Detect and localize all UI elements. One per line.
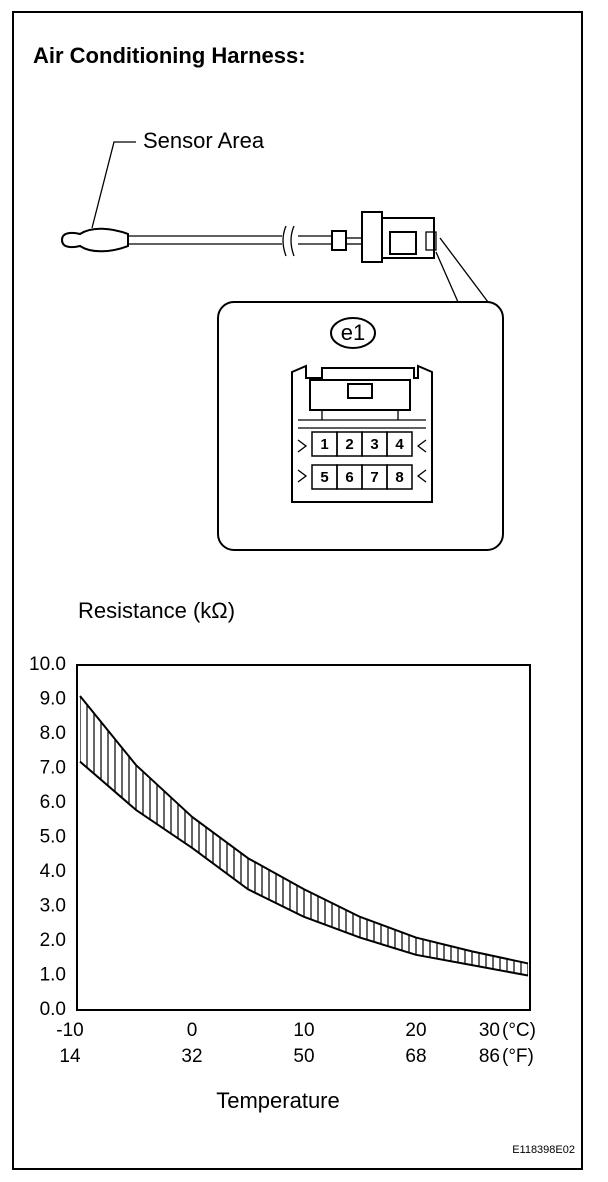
curve <box>79 760 529 977</box>
x-unit: (°C) <box>502 1020 536 1041</box>
pin-label: 7 <box>370 469 378 486</box>
y-tick-label: 1.0 <box>40 965 66 986</box>
curve <box>79 695 529 965</box>
pin-label: 6 <box>345 469 353 486</box>
x2-tick-label: 68 <box>405 1046 426 1067</box>
figure-code: E118398E02 <box>512 1144 575 1156</box>
x-tick-label: 10 <box>293 1020 314 1041</box>
pin-label: 5 <box>320 469 328 486</box>
x2-tick-label: 50 <box>293 1046 314 1067</box>
x-tick-label: 20 <box>405 1020 426 1041</box>
pin-cell <box>386 431 413 457</box>
connector-id: e1 <box>341 320 365 345</box>
pin-label: 2 <box>345 436 353 453</box>
frame <box>12 11 583 1170</box>
x-tick-label: 0 <box>187 1020 198 1041</box>
pin-label: 1 <box>320 436 328 453</box>
plot-frame <box>76 664 531 1011</box>
pin-label: 4 <box>395 436 404 453</box>
y-tick-label: 8.0 <box>40 723 66 744</box>
chart-title: Resistance (kΩ) <box>78 598 235 623</box>
x-tick-label: 30 <box>479 1020 500 1041</box>
x-axis-label: Temperature <box>216 1088 340 1113</box>
x2-tick-label: 86 <box>479 1046 500 1067</box>
x2-tick-label: 32 <box>181 1046 202 1067</box>
x-tick-label: -10 <box>56 1020 83 1041</box>
tolerance-band <box>80 696 528 976</box>
y-tick-label: 6.0 <box>40 792 66 813</box>
y-tick-label: 10.0 <box>29 654 66 675</box>
y-tick-label: 0.0 <box>40 999 66 1020</box>
y-tick-label: 3.0 <box>40 896 66 917</box>
pin-label: 8 <box>395 469 403 486</box>
title: Air Conditioning Harness: <box>33 43 306 68</box>
pins: 1 2 3 4 5 6 7 8 <box>311 431 413 490</box>
y-tick-label: 2.0 <box>40 930 66 951</box>
sensor-label: Sensor Area <box>143 128 265 153</box>
pin-label: 3 <box>370 436 378 453</box>
harness-drawing: Sensor Area e1 <box>60 128 504 551</box>
x2-unit: (°F) <box>502 1046 534 1067</box>
plot: 0.0 1.0 2.0 3.0 4.0 5.0 6.0 7.0 8.0 9.0 10.0 -10 14 0… <box>29 654 536 1067</box>
y-tick-label: 4.0 <box>40 861 66 882</box>
x2-tick-label: 14 <box>59 1046 81 1067</box>
y-tick-label: 7.0 <box>40 758 66 779</box>
y-tick-label: 5.0 <box>40 827 66 848</box>
y-tick-label: 9.0 <box>40 689 66 710</box>
pin-cell <box>386 464 413 490</box>
